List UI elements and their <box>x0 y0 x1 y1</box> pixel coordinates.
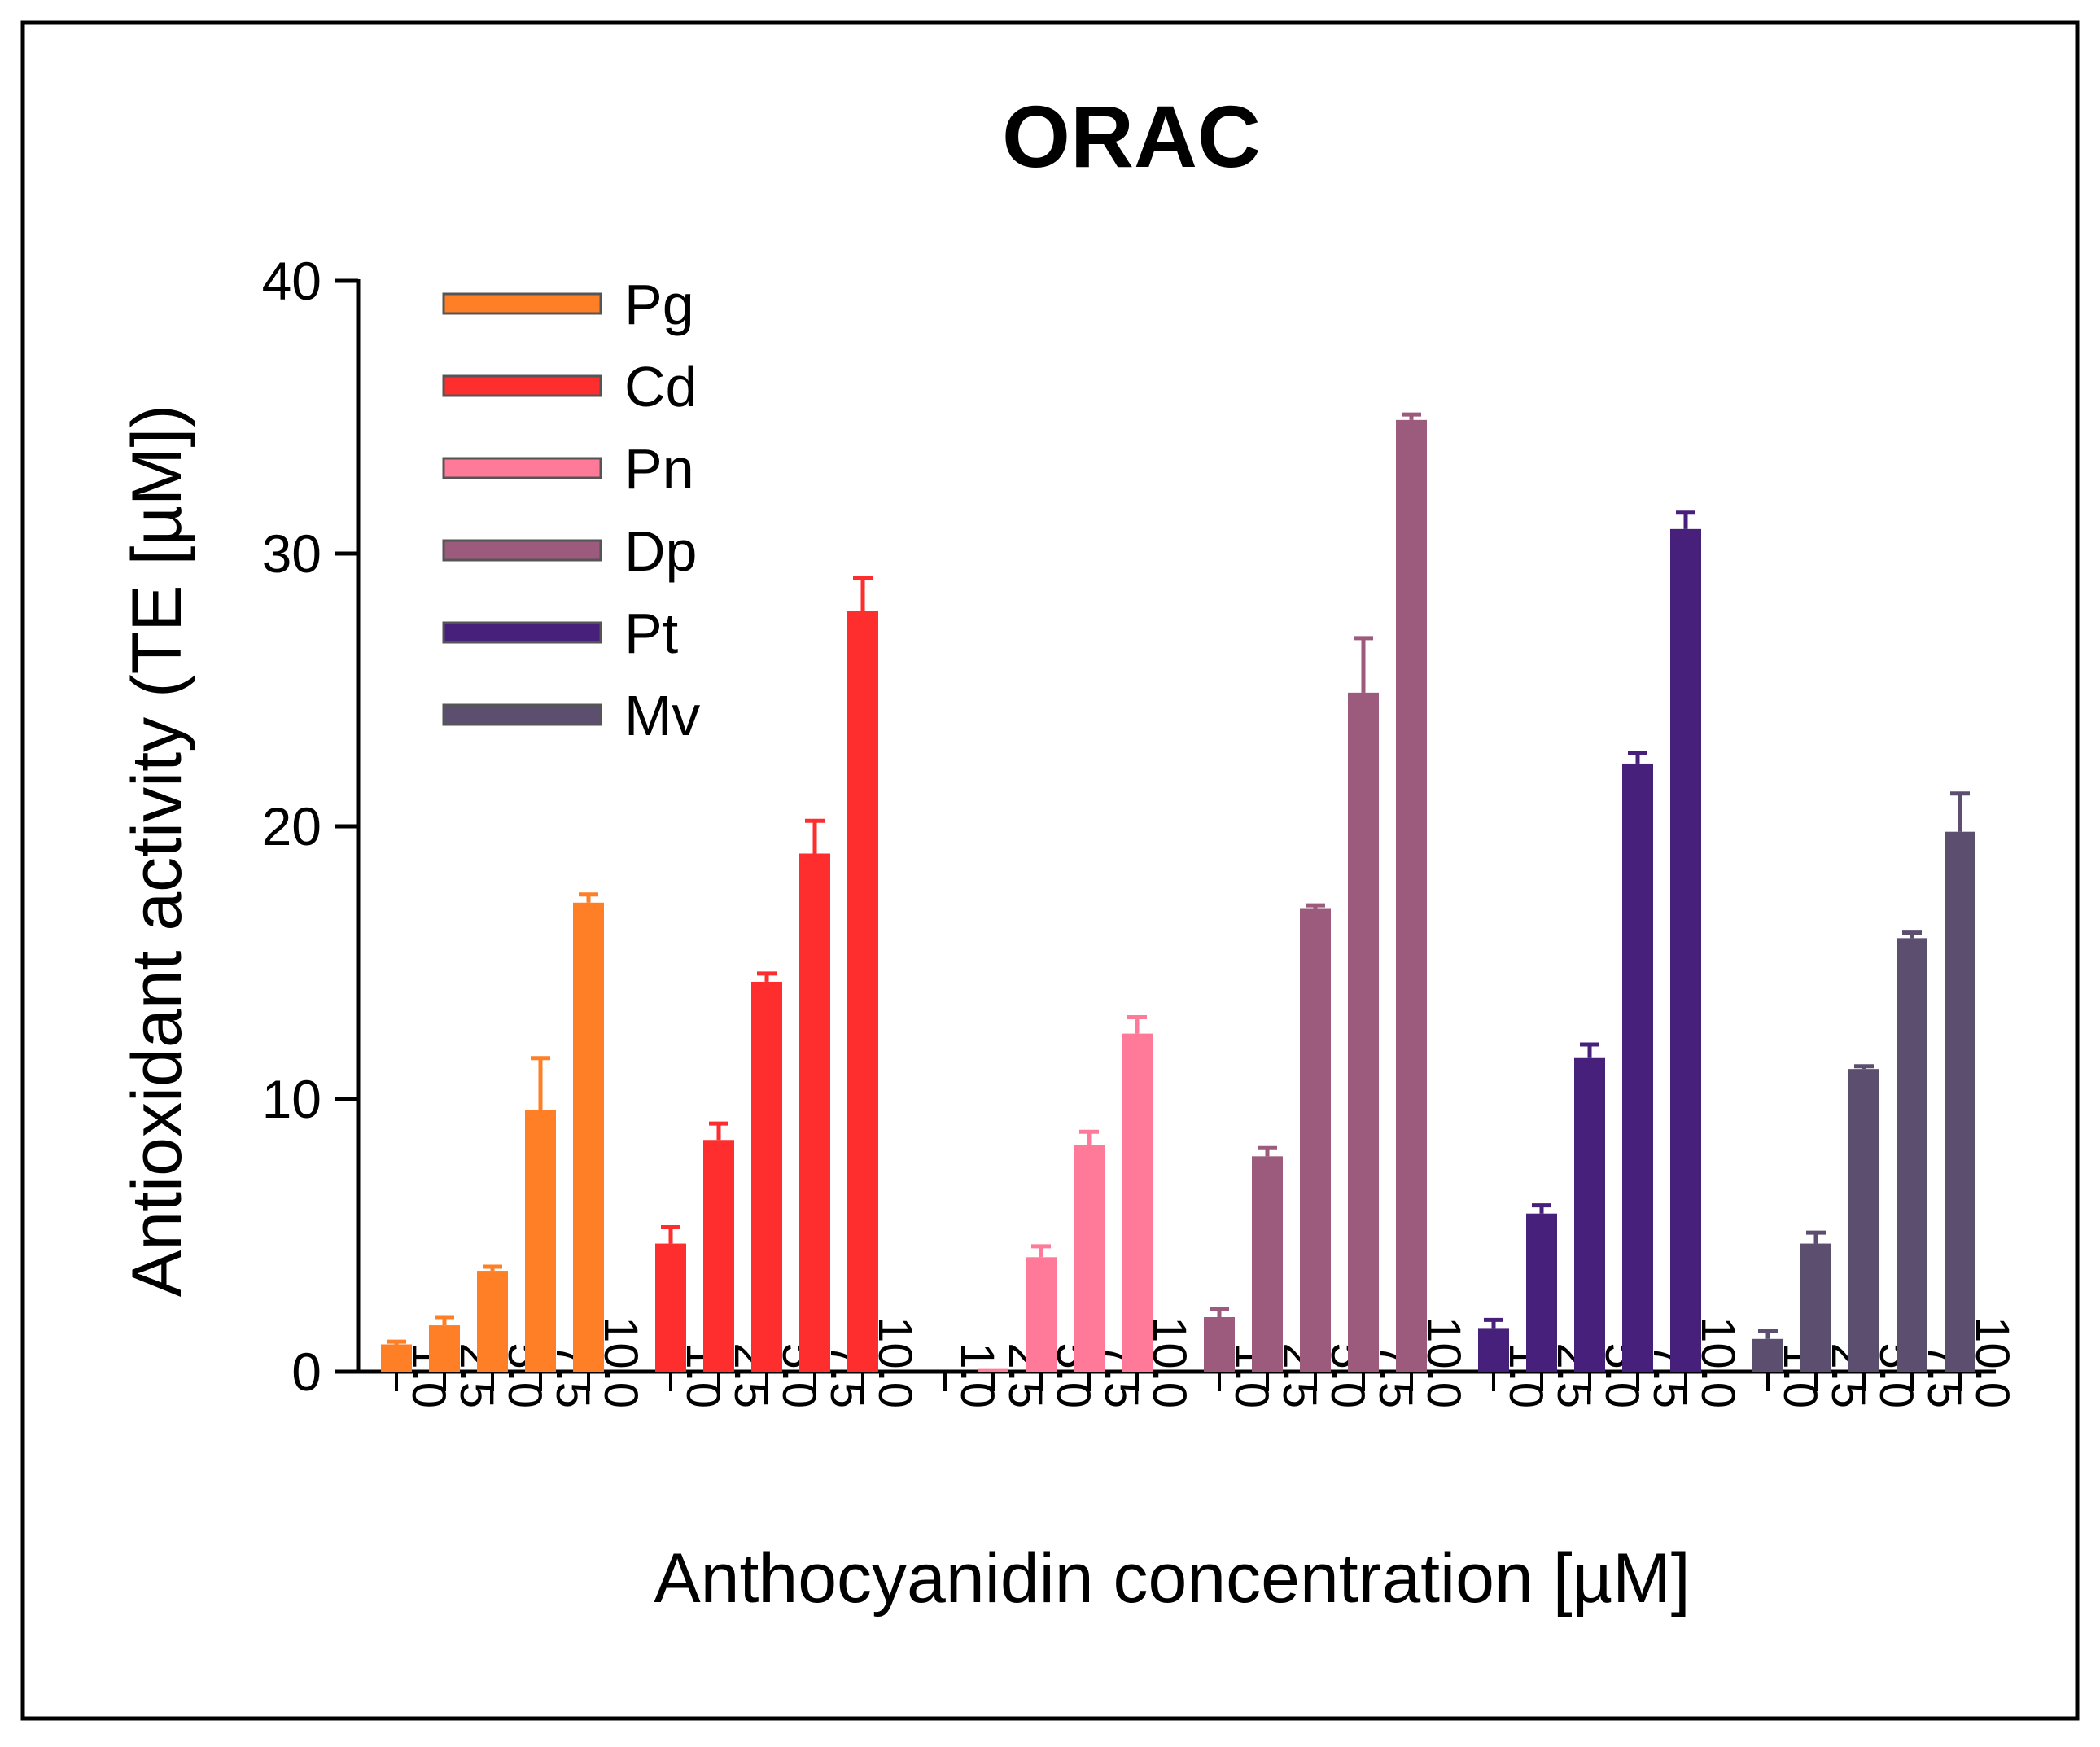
bar-mv-2.5 <box>1800 1243 1831 1372</box>
bar-cd-10.0 <box>847 611 878 1372</box>
legend-swatch-mv <box>442 703 602 726</box>
y-axis-label: Antioxidant activity (TE [µM]) <box>118 405 196 1297</box>
bar-pt-5.0 <box>1574 1057 1605 1372</box>
x-tick-label: 10.0 <box>1691 1316 1744 1408</box>
x-tick-label: 10.0 <box>1143 1316 1196 1408</box>
bar-mv-10.0 <box>1945 831 1975 1372</box>
bar-pn-10.0 <box>1122 1033 1153 1372</box>
figure-frame <box>20 20 2080 1721</box>
bar-cd-7.5 <box>799 853 830 1372</box>
legend-label-pt: Pt <box>624 602 678 665</box>
x-tick-label: 10.0 <box>1966 1316 2019 1408</box>
x-tick-label: 10.0 <box>1417 1316 1470 1408</box>
bar-pg-10.0 <box>573 902 604 1372</box>
legend-label-dp: Dp <box>624 519 697 583</box>
y-tick-label: 20 <box>262 796 322 856</box>
bar-cd-5.0 <box>751 981 782 1372</box>
x-tick-label: 1.0 <box>951 1342 1004 1408</box>
y-tick-label: 40 <box>262 251 322 311</box>
bar-pg-1.0 <box>381 1344 412 1372</box>
bar-pg-5.0 <box>477 1271 508 1372</box>
bar-pt-7.5 <box>1622 763 1653 1372</box>
legend-label-mv: Mv <box>624 684 700 747</box>
bar-cd-2.5 <box>703 1140 734 1372</box>
legend-label-pg: Pg <box>624 273 694 336</box>
chart-title: ORAC <box>1002 87 1261 186</box>
legend-label-pn: Pn <box>624 437 694 501</box>
legend-swatch-cd <box>442 374 602 397</box>
bar-cd-1.0 <box>655 1243 686 1372</box>
legend-swatch-pg <box>442 292 602 315</box>
legend-swatch-pn <box>442 457 602 479</box>
bar-dp-7.5 <box>1348 692 1379 1372</box>
legend-label-cd: Cd <box>624 355 697 418</box>
bar-pt-2.5 <box>1526 1213 1557 1372</box>
bar-mv-7.5 <box>1897 938 1927 1372</box>
legend-swatch-dp <box>442 539 602 562</box>
bar-dp-1.0 <box>1204 1317 1235 1372</box>
x-tick-label: 10.0 <box>868 1316 921 1408</box>
bar-mv-5.0 <box>1848 1069 1879 1372</box>
bar-pt-1.0 <box>1478 1328 1509 1372</box>
y-tick-label: 30 <box>262 523 322 584</box>
bar-pn-2.5 <box>978 1368 1008 1372</box>
legend-swatch-pt <box>442 621 602 644</box>
bar-pn-7.5 <box>1074 1145 1105 1372</box>
y-tick-label: 10 <box>262 1069 322 1129</box>
bar-pt-10.0 <box>1670 528 1701 1372</box>
bar-dp-2.5 <box>1252 1156 1283 1372</box>
bar-mv-1.0 <box>1752 1338 1783 1372</box>
x-axis-label: Anthocyanidin concentration [µM] <box>654 1539 1690 1618</box>
bar-pn-5.0 <box>1026 1257 1057 1372</box>
x-tick-label: 10.0 <box>594 1316 647 1408</box>
bar-pg-2.5 <box>429 1325 460 1372</box>
bar-pg-7.5 <box>525 1110 556 1372</box>
bar-dp-10.0 <box>1396 419 1427 1372</box>
bar-dp-5.0 <box>1300 908 1331 1372</box>
y-tick-label: 0 <box>291 1342 322 1402</box>
